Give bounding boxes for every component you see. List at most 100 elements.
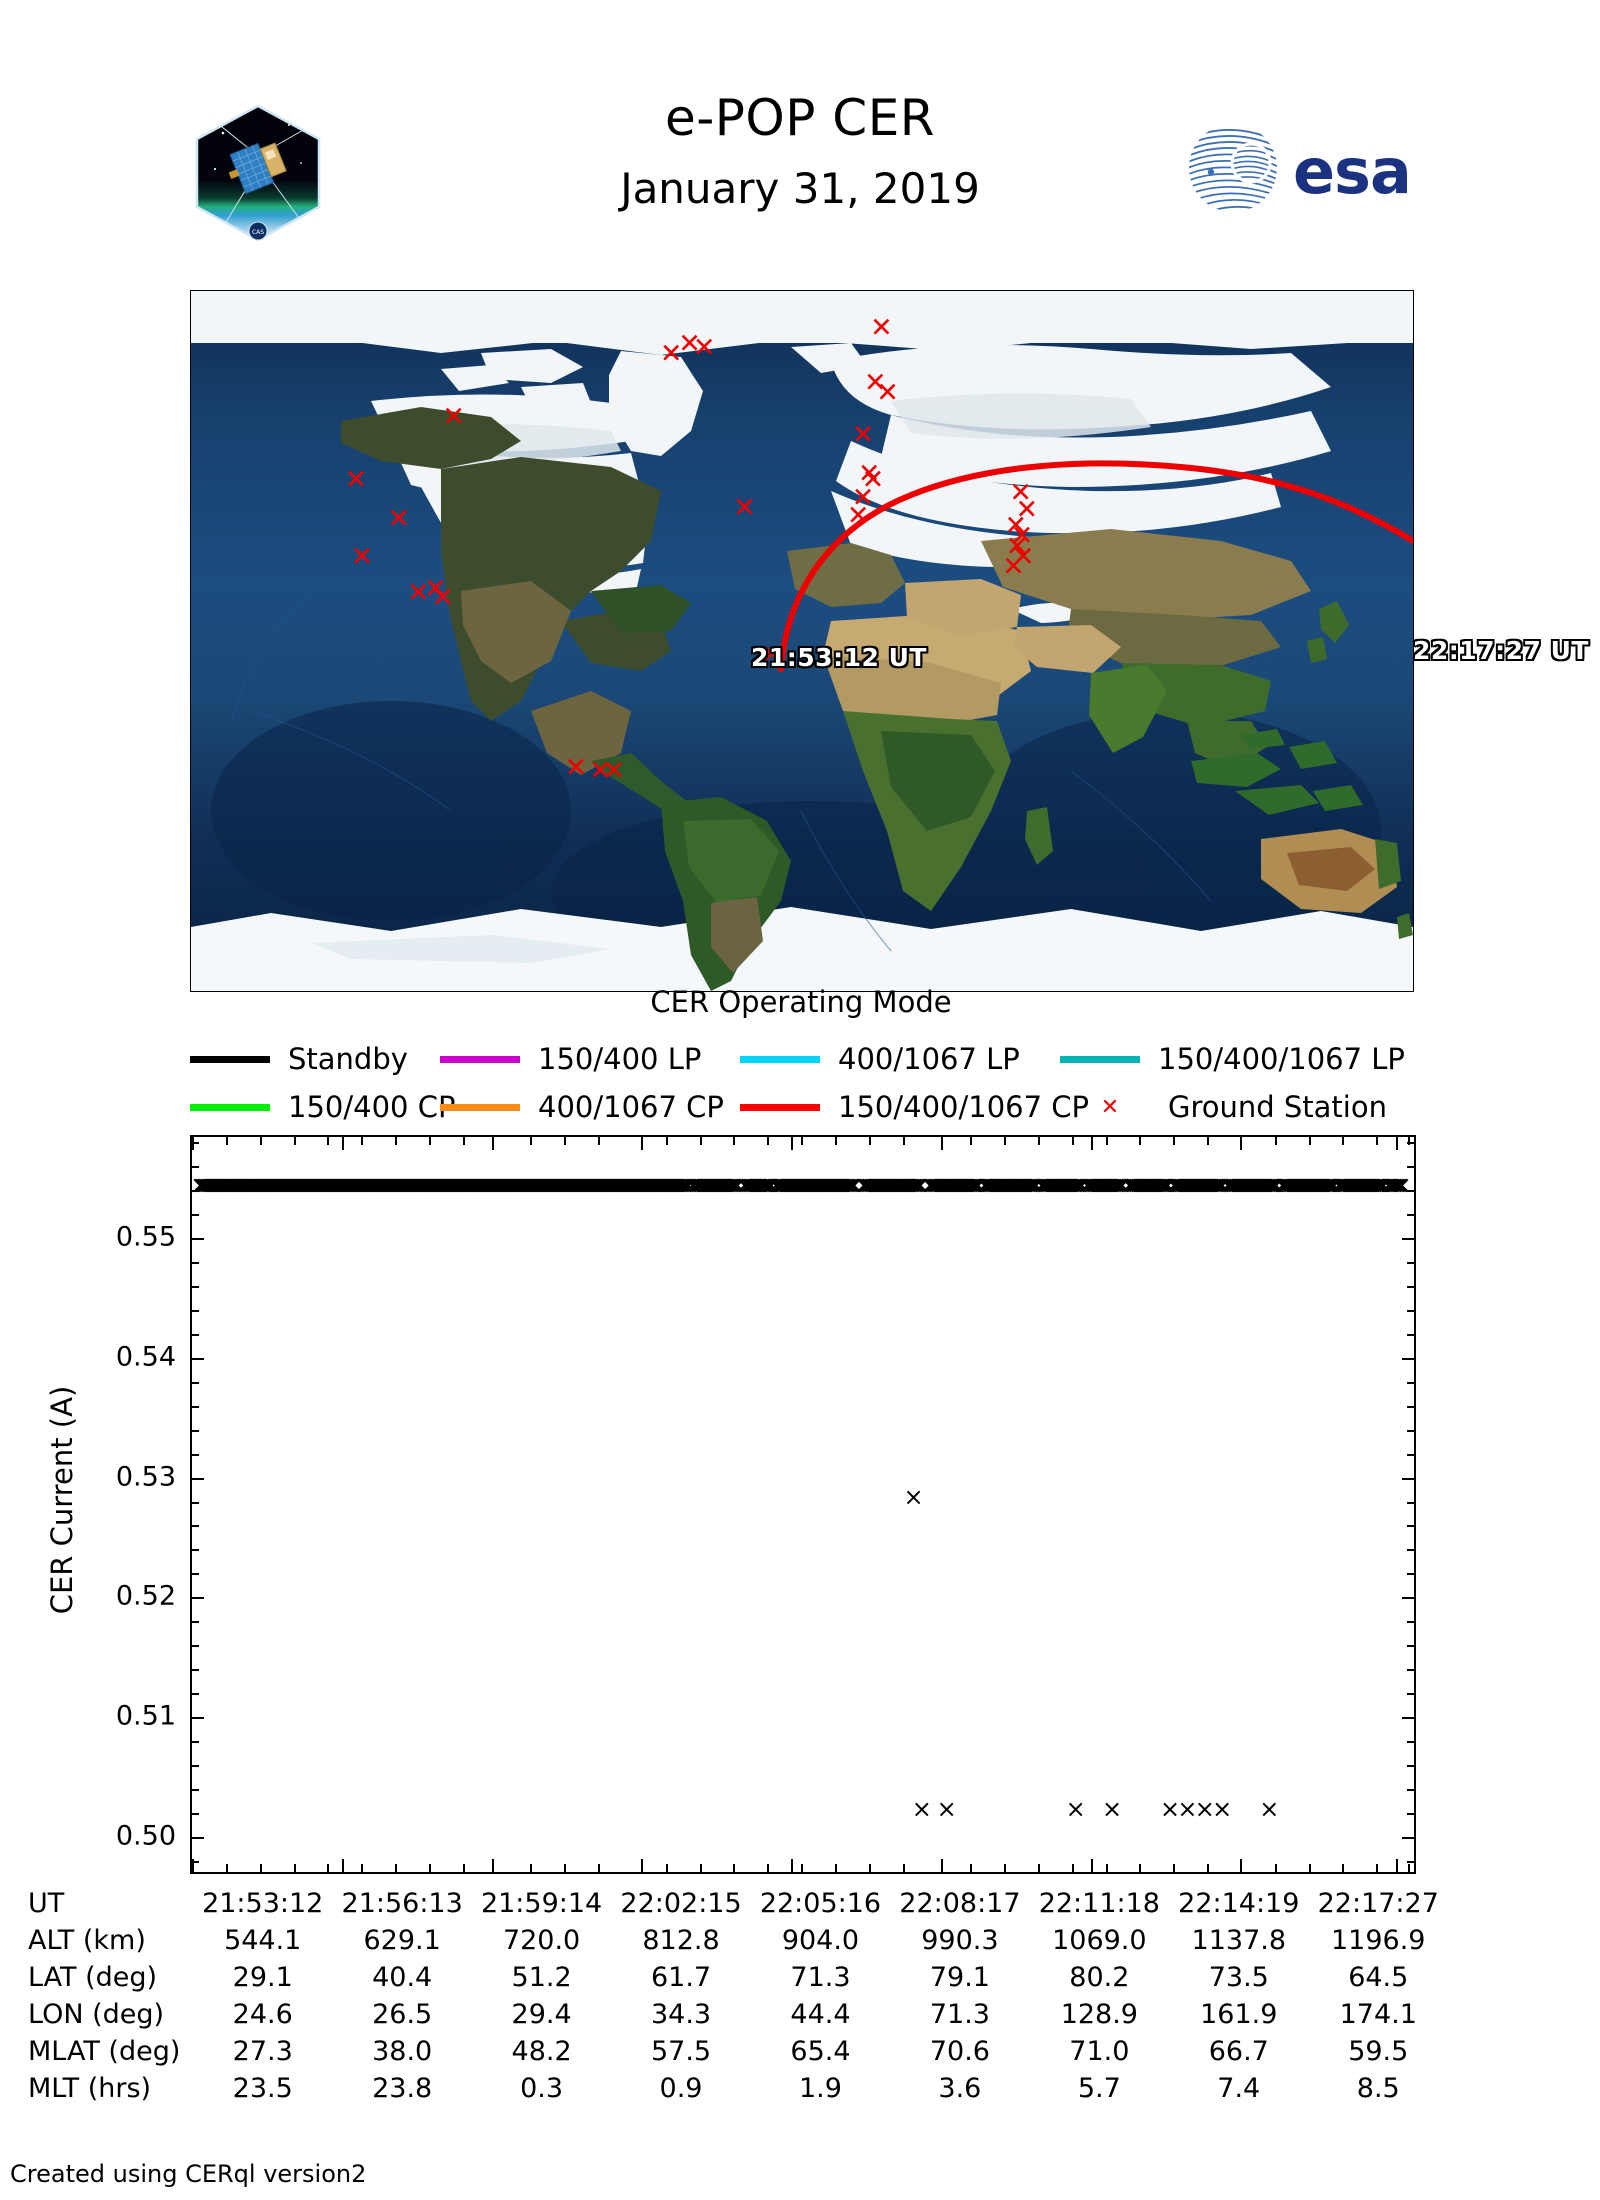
data-point: × — [829, 1170, 850, 1199]
table-cell: 904.0 — [781, 1925, 860, 1956]
data-point: × — [1340, 1170, 1361, 1199]
data-point: × — [234, 1170, 256, 1199]
data-point: × — [617, 1170, 638, 1199]
data-point: × — [1368, 1170, 1389, 1199]
data-point: × — [1323, 1170, 1344, 1199]
legend-label: Standby — [288, 1042, 408, 1076]
data-point: × — [337, 1170, 358, 1199]
data-point: × — [1046, 1170, 1067, 1199]
x-axis-minor-tick-top — [665, 1137, 668, 1145]
data-point: × — [1360, 1170, 1381, 1199]
x-axis-minor-tick — [361, 1864, 364, 1872]
x-axis-minor-tick-top — [530, 1137, 533, 1145]
ground-station-layer: ✕ ✕ ✕ ✕ ✕ ✕ ✕ ✕ ✕ ✕ ✕ ✕ ✕ ✕ ✕ ✕ ✕ ✕ ✕ ✕ ✕ ✕ ✕ ✕ ✕ ✕ ✕ ✕ ✕ ✕ — [191, 291, 1413, 991]
data-point: × — [474, 1170, 495, 1199]
data-point: × — [1100, 1170, 1121, 1199]
data-point: × — [920, 1170, 941, 1199]
data-point: × — [494, 1170, 515, 1199]
data-point: × — [1342, 1170, 1363, 1199]
data-point: × — [403, 1170, 424, 1199]
data-point: × — [607, 1170, 628, 1199]
y-axis-minor-tick-right — [1407, 1405, 1414, 1408]
data-point: × — [1036, 1170, 1057, 1199]
ground-station-marker: ✕ — [1011, 541, 1035, 573]
table-cell: 161.9 — [1200, 1999, 1278, 2030]
table-cell: 21:56:13 — [341, 1888, 463, 1919]
data-point: × — [1202, 1170, 1223, 1199]
data-point: × — [205, 1170, 226, 1199]
table-cell: 174.1 — [1339, 1999, 1417, 2030]
data-point: × — [1280, 1170, 1301, 1199]
legend-label: Ground Station — [1168, 1090, 1387, 1124]
data-point: × — [1183, 1170, 1205, 1199]
data-point: × — [1110, 1170, 1131, 1199]
data-point: × — [682, 1170, 703, 1199]
data-point: × — [385, 1170, 406, 1199]
page-title: e-POP CER — [664, 89, 936, 147]
data-point: × — [420, 1170, 441, 1199]
ground-station-marker: ✕ — [564, 752, 588, 784]
x-axis-tick — [192, 1859, 194, 1872]
table-cell: 59.5 — [1348, 2036, 1409, 2067]
ground-station-marker: ✕ — [851, 419, 875, 451]
x-axis-minor-tick — [462, 1864, 465, 1872]
data-point: × — [1353, 1170, 1374, 1199]
data-point: × — [870, 1170, 891, 1199]
data-point: × — [1002, 1170, 1023, 1199]
data-point: × — [1200, 1170, 1221, 1199]
x-axis-minor-tick-top — [1071, 1137, 1074, 1145]
data-point: × — [322, 1170, 343, 1199]
data-point: × — [1198, 1170, 1219, 1199]
data-point: × — [603, 1170, 625, 1199]
y-axis-minor-tick-right — [1407, 1453, 1414, 1456]
table-cell: 128.9 — [1060, 1999, 1138, 2030]
data-point: × — [411, 1170, 433, 1199]
data-point: × — [833, 1170, 855, 1199]
data-point: × — [1150, 1170, 1171, 1199]
data-point: × — [468, 1170, 489, 1199]
legend-entry-150-400-cp: 150/400 CP — [190, 1090, 455, 1124]
y-axis-minor-tick — [192, 1861, 199, 1863]
y-axis-minor-tick-right — [1407, 1861, 1414, 1863]
table-row-label: MLT (hrs) — [28, 2073, 152, 2104]
data-point: × — [1144, 1170, 1165, 1199]
data-point: × — [1226, 1170, 1247, 1199]
y-axis-minor-tick — [192, 1309, 199, 1312]
data-point: × — [1227, 1170, 1248, 1199]
x-axis-minor-tick — [834, 1864, 837, 1872]
ground-station-marker: ✕ — [1005, 531, 1029, 562]
data-point: × — [248, 1170, 269, 1199]
data-point: × — [461, 1170, 482, 1199]
table-row-label: LAT (deg) — [28, 1962, 158, 1993]
table-row-label: ALT (km) — [28, 1925, 146, 1956]
data-point: × — [938, 1170, 959, 1199]
data-point: × — [514, 1170, 535, 1199]
data-point: × — [565, 1170, 586, 1199]
data-point: × — [1019, 1170, 1040, 1199]
x-axis-minor-tick — [1071, 1864, 1074, 1872]
data-point: × — [1242, 1170, 1263, 1199]
data-point: × — [438, 1170, 459, 1199]
data-point: × — [802, 1170, 823, 1199]
data-point: × — [807, 1170, 828, 1199]
data-point: × — [1131, 1170, 1152, 1199]
data-point: × — [1001, 1170, 1022, 1199]
data-point: × — [792, 1170, 813, 1199]
data-point: × — [863, 1170, 884, 1199]
data-point: × — [1022, 1170, 1043, 1199]
ground-station-marker: ✕ — [733, 492, 756, 524]
data-point: × — [256, 1170, 277, 1199]
data-point: × — [375, 1170, 396, 1199]
data-point: × — [491, 1170, 512, 1199]
data-point: × — [1088, 1170, 1109, 1199]
data-point: × — [981, 1170, 1002, 1199]
data-point: × — [1373, 1170, 1394, 1199]
x-axis-minor-tick-top — [868, 1137, 871, 1145]
data-point: × — [747, 1170, 769, 1199]
data-point: × — [349, 1170, 370, 1199]
data-point: × — [789, 1170, 810, 1199]
legend-label: 150/400/1067 LP — [1158, 1042, 1405, 1076]
x-axis-minor-tick-top — [801, 1137, 803, 1145]
data-point: × — [416, 1170, 438, 1199]
legend-label: 150/400/1067 CP — [838, 1090, 1090, 1124]
